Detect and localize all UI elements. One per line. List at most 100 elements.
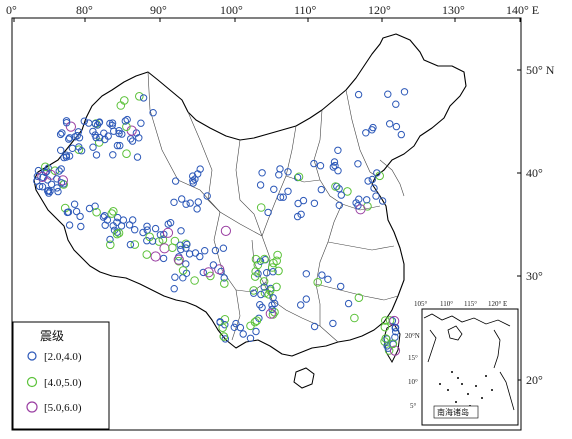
earthquake-marker — [171, 273, 179, 281]
earthquake-marker — [260, 254, 269, 264]
inset-title: 南海诸岛 — [437, 407, 469, 417]
earthquake-marker — [65, 221, 74, 229]
earthquake-marker — [100, 212, 109, 220]
earthquake-marker — [159, 243, 170, 254]
earthquake-marker — [279, 193, 287, 201]
earthquake-marker — [274, 266, 283, 276]
earthquake-marker — [44, 187, 52, 195]
earthquake-marker — [313, 278, 323, 287]
lon-label-0: 0° — [6, 3, 17, 17]
earthquake-marker — [182, 200, 190, 208]
inset-title-box — [433, 405, 479, 419]
earthquake-marker — [334, 146, 342, 155]
earthquake-marker — [104, 132, 112, 140]
earthquake-marker — [57, 165, 65, 173]
earthquake-marker — [123, 115, 131, 124]
earthquake-marker — [131, 226, 139, 234]
earthquake-marker — [239, 330, 247, 338]
earthquake-marker — [271, 299, 279, 308]
earthquake-marker — [252, 327, 260, 336]
earthquake-marker — [43, 167, 51, 175]
earthquake-marker — [57, 146, 65, 155]
earthquake-marker — [221, 321, 229, 329]
legend: 震级 [2.0,4.0) [4.0,5.0) [5.0,6.0) — [12, 321, 110, 430]
earthquake-marker — [201, 247, 209, 255]
legend-marker-2-4 — [27, 351, 37, 361]
earthquake-marker — [77, 222, 85, 231]
earthquake-marker — [73, 132, 81, 140]
earthquake-marker — [113, 218, 121, 227]
earthquake-marker — [318, 271, 326, 279]
earthquake-marker — [92, 151, 101, 159]
earthquake-marker — [171, 177, 180, 185]
earthquake-marker — [217, 267, 225, 276]
earthquake-marker — [294, 172, 304, 182]
earthquake-marker — [186, 199, 194, 207]
earthquake-marker — [372, 192, 380, 200]
earthquake-marker — [384, 346, 394, 355]
earthquake-marker — [150, 251, 161, 262]
south-china-sea-inset: 105° 110° 115° 120° E 20°N 15° 10° 5° 南海… — [405, 300, 519, 426]
earthquake-marker — [211, 246, 220, 255]
earthquake-marker — [329, 319, 337, 328]
earthquake-marker — [284, 168, 292, 176]
earthquake-marker — [354, 160, 362, 168]
earthquake-marker — [101, 221, 109, 229]
earthquake-marker — [368, 126, 376, 134]
inset-lat-10: 10° — [408, 378, 418, 386]
earthquake-marker — [85, 119, 93, 127]
earthquake-marker — [174, 256, 183, 266]
lon-label-140: 140° E — [506, 3, 539, 17]
inset-lat-5: 5° — [410, 402, 417, 410]
right-axis-labels: 50° N 40° 30° 20° — [526, 63, 555, 387]
earthquake-marker — [297, 210, 305, 219]
earthquake-marker — [108, 121, 116, 130]
earthquake-marker — [72, 207, 81, 216]
earthquake-marker — [264, 208, 272, 217]
earthquake-marker — [260, 283, 268, 291]
earthquake-marker — [41, 162, 50, 172]
inset-lat-15: 15° — [408, 354, 418, 362]
earthquake-marker — [175, 253, 183, 261]
earthquake-marker — [151, 224, 160, 233]
earthquake-marker — [252, 316, 262, 326]
earthquake-marker — [250, 317, 260, 327]
earthquake-marker — [257, 290, 265, 299]
earthquake-marker — [273, 250, 282, 260]
earthquake-marker — [317, 185, 325, 194]
earthquake-marker — [33, 177, 41, 185]
earthquake-marker — [190, 276, 199, 285]
earthquake-marker — [133, 153, 142, 161]
earthquake-marker — [139, 228, 147, 237]
lat-label-50: 50° N — [526, 63, 555, 77]
map-frame — [11, 17, 522, 431]
earthquake-marker — [182, 244, 190, 252]
earthquake-marker — [91, 131, 99, 139]
lon-label-120: 120° — [368, 3, 391, 17]
earthquake-marker — [126, 240, 135, 249]
earthquake-marker — [370, 184, 378, 192]
earthquake-marker — [170, 236, 180, 246]
earthquake-marker — [178, 195, 186, 203]
earthquake-marker — [258, 169, 266, 177]
inset-lat-20: 20°N — [405, 332, 420, 340]
earthquake-marker — [256, 181, 265, 189]
earthquake-marker — [389, 345, 401, 356]
earthquake-marker — [250, 272, 260, 281]
legend-marker-4-5 — [26, 376, 38, 388]
earthquake-marker — [149, 109, 157, 117]
lat-label-30: 30° — [526, 269, 543, 283]
inset-coastline — [423, 313, 515, 411]
lon-label-110: 110° — [294, 3, 317, 17]
legend-label-2-4: [2.0,4.0) — [44, 351, 82, 363]
earthquake-marker — [68, 144, 77, 153]
earthquake-marker — [95, 118, 103, 127]
earthquake-marker — [137, 119, 145, 127]
earthquake-marker — [386, 120, 394, 128]
earthquake-marker — [193, 205, 201, 213]
earthquake-marker — [62, 153, 71, 161]
earthquake-marker — [183, 240, 191, 249]
earthquake-marker — [33, 172, 42, 181]
earthquake-marker — [109, 222, 117, 230]
